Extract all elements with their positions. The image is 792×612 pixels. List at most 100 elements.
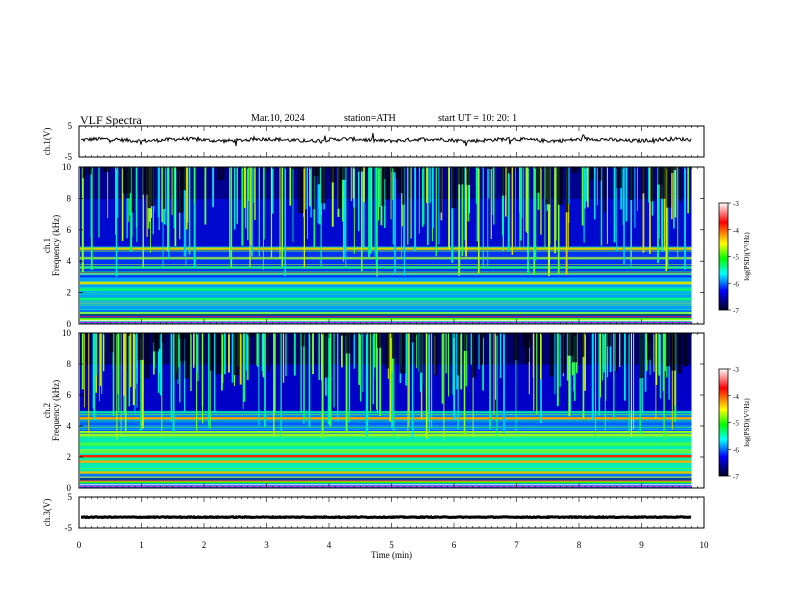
ch1-spectrogram-sferic [677,167,679,260]
ch1-spectrogram-sferic [371,167,373,250]
ch1-spectrogram-sferic [554,167,556,254]
ch2-spectrogram-dark-patch [161,333,165,343]
ch1-spectrogram-bg-band [80,237,692,243]
ch1-spectrogram-sferic [303,167,305,268]
ch2-spectrogram-dark-patch [144,333,150,379]
ch1-spectrogram-sferic [623,167,625,265]
ch2-spectrogram-bg-band [80,395,692,400]
ch2-spectrogram-bg-band [80,340,692,346]
ch2-spectrogram-sferic [246,333,249,381]
ch1-spectrogram-texture-line [80,304,692,306]
ch2-spectrogram-dark-patch [399,333,406,374]
ch1-spectrogram-texture-line [80,264,692,265]
ch1-spectrogram-sferic [392,167,394,201]
ch1-spectrogram-sferic [426,167,428,204]
ch2-spectrogram-ytick-label: 2 [67,452,72,462]
ch2-spectrogram-sferic [452,333,454,395]
ch1-spectrogram-sferic [525,167,527,232]
ch1-spectrogram-sferic [212,167,215,208]
figure-title: VLF Spectra [80,113,142,127]
ch1-spectrogram-sferic [547,167,550,276]
time-tick-label: 9 [639,540,644,550]
ch2-spectrogram-texture-line [80,450,692,451]
ch1-spectrogram-band-line [80,281,692,285]
ch2-spectrogram-sferic [102,333,105,372]
ch1-spectrogram-sferic [422,167,424,227]
ch2-spectrogram-sferic [624,333,626,401]
ch1-spectrogram-sferic [253,167,255,203]
ch2-spectrogram-dark-patch [549,333,554,377]
ch1-spectrogram-sferic [98,167,100,238]
ch1-spectrogram-lowfreq-line [80,316,692,318]
ch2-spectrogram-sferic [463,333,466,435]
ch1-spectrogram-sferic [661,167,664,252]
ch1-colorbar: -3 -4 -5 -6 -7 log(PSD)(V²/Hz) [718,200,751,315]
ch1-spectrogram-texture-line [80,322,692,324]
ch2-spectrogram-sferic [116,333,118,441]
ch2-spectrogram-dark-patch [513,333,519,361]
ch1-spectrogram-texture-line [80,281,692,283]
ch1-spectrogram-texture-line [80,313,692,315]
ch2-spectrogram-sferic [503,333,505,433]
ch1-spectrogram-sferic [317,167,319,224]
ch1-spectrogram-sferic [230,167,233,269]
ch2-spectrogram-texture-line [80,449,692,450]
ch1-spectrogram-ylabel-channel: ch.1 [42,238,52,253]
ch2-spectrogram-dark-patch [527,333,531,348]
ch2-spectrogram-bg-band [80,437,692,442]
ch2-spectrogram-lowfreq-line [80,478,692,480]
ch2-spectrogram-dark-patch [683,333,689,367]
ch1-spectrogram-sferic [414,167,417,252]
ch2-spectrogram-sferic [93,333,96,421]
ch1-spectrogram-band-line [80,288,692,291]
ch1-spectrogram-bg-band [80,284,692,290]
ch1-spectrogram-sferic [368,167,371,258]
ch1-spectrogram-sferic [549,167,551,245]
ch1-spectrogram-bg-band [80,198,692,203]
ch2-spectrogram-dark-patch [324,333,329,378]
ch1-spectrogram-dark-patch [122,167,128,194]
ch1-waveform-ytick-label: 5 [68,121,73,131]
ch1-spectrogram-sferic [514,167,516,251]
ch3-waveform-ytick-label: 5 [68,492,73,502]
ch2-spectrogram-dark-patch [267,333,270,372]
ch1-spectrogram-bg-band [80,218,692,223]
ch1-spectrogram-dark-patch [312,167,315,210]
ch1-spectrogram-lowfreq-line [80,312,692,314]
ch1-spectrogram-sferic [234,167,236,230]
ch2-spectrogram-sferic [96,333,98,376]
ch1-spectrogram-sferic [673,167,675,229]
ch1-spectrogram-band-line [80,247,692,250]
ch2-spectrogram-sferic [568,333,571,417]
ch1-spectrogram-texture-line [80,267,692,268]
ch2-spectrogram-sferic [369,333,371,414]
ch1-spectrogram-sferic [687,167,689,214]
ch2-spectrogram-sferic [411,333,414,439]
ch2-spectrogram-sferic [81,333,84,390]
ch2-spectrogram-bg-band [80,406,692,411]
ch2-spectrogram-sferic [655,333,658,385]
ch1-spectrogram-sferic [392,167,394,245]
ch2-spectrogram-texture-line [80,428,692,430]
ch1-spectrogram-sferic [292,167,294,242]
ch1-spectrogram-dark-patch [150,167,155,207]
ch1-colorbar-tick-label: -7 [733,307,739,315]
ch2-spectrogram-texture-line [80,426,692,428]
ch2-spectrogram-dark-patch [571,333,578,363]
ch2-spectrogram-sferic [602,333,605,373]
ch2-spectrogram-sferic [99,333,102,387]
ch2-spectrogram-dark-patch [301,333,305,347]
ch2-spectrogram-band-line [80,455,692,458]
ch1-spectrogram-texture-line [80,300,692,302]
ch1-spectrogram-sferic [375,167,377,267]
ch2-spectrogram-sferic [445,333,447,374]
ch1-spectrogram-sferic [204,167,207,225]
ch2-spectrogram-sferic [193,333,195,368]
ch2-colorbar-tick-label: -4 [733,393,739,401]
ch2-spectrogram-sferic [141,333,144,429]
ch1-spectrogram-bg-band [80,249,692,254]
ch2-spectrogram-bg-band [80,356,692,361]
ch3-waveform-trace [80,515,692,520]
ch1-spectrogram-sferic [352,167,355,199]
ch2-spectrogram-ytick-label: 4 [67,421,72,431]
